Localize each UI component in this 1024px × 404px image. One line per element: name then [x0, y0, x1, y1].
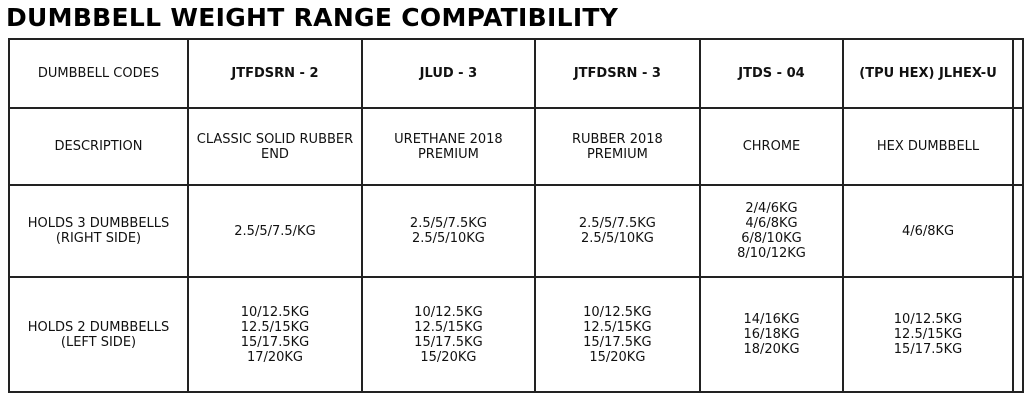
holds2-cell: 10/12.5KG 12.5/15KG 15/17.5KG 17/20KG: [186, 276, 363, 393]
table-row-holds-3: HOLDS 3 DUMBBELLS (RIGHT SIDE) 2.5/5/7.5…: [8, 184, 1024, 278]
row-label: DUMBBELL CODES: [8, 38, 189, 109]
description-cell: CHROME: [698, 107, 845, 186]
code-cell: (TPU HEX) JLHEX-U: [842, 38, 1014, 109]
holds2-cell: 14/16KG 16/18KG 18/20KG: [698, 276, 845, 393]
code-cell: JTFDSRN - 2: [186, 38, 363, 109]
empty-cell: [1011, 184, 1024, 278]
description-cell: HEX DUMBBELL: [842, 107, 1014, 186]
row-label: HOLDS 3 DUMBBELLS (RIGHT SIDE): [8, 184, 189, 278]
table-row-codes: DUMBBELL CODES JTFDSRN - 2 JLUD - 3 JTFD…: [8, 38, 1024, 109]
holds3-cell: 2.5/5/7.5KG 2.5/5/10KG: [533, 184, 701, 278]
compatibility-table: DUMBBELL CODES JTFDSRN - 2 JLUD - 3 JTFD…: [8, 38, 1024, 393]
empty-cell: [1011, 107, 1024, 186]
table-row-description: DESCRIPTION CLASSIC SOLID RUBBER END URE…: [8, 107, 1024, 186]
row-label: HOLDS 2 DUMBBELLS (LEFT SIDE): [8, 276, 189, 393]
table-row-holds-2: HOLDS 2 DUMBBELLS (LEFT SIDE) 10/12.5KG …: [8, 276, 1024, 393]
description-cell: URETHANE 2018 PREMIUM: [360, 107, 536, 186]
code-cell: JLUD - 3: [360, 38, 536, 109]
holds3-cell: 2/4/6KG 4/6/8KG 6/8/10KG 8/10/12KG: [698, 184, 845, 278]
description-cell: CLASSIC SOLID RUBBER END: [186, 107, 363, 186]
code-cell: JTFDSRN - 3: [533, 38, 701, 109]
code-cell: JTDS - 04: [698, 38, 845, 109]
holds3-cell: 4/6/8KG: [842, 184, 1014, 278]
page-title: DUMBBELL WEIGHT RANGE COMPATIBILITY: [6, 3, 619, 32]
holds2-cell: 10/12.5KG 12.5/15KG 15/17.5KG 15/20KG: [360, 276, 536, 393]
description-cell: RUBBER 2018 PREMIUM: [533, 107, 701, 186]
row-label: DESCRIPTION: [8, 107, 189, 186]
holds2-cell: 10/12.5KG 12.5/15KG 15/17.5KG 15/20KG: [533, 276, 701, 393]
holds3-cell: 2.5/5/7.5KG 2.5/5/10KG: [360, 184, 536, 278]
holds3-cell: 2.5/5/7.5/KG: [186, 184, 363, 278]
holds2-cell: 10/12.5KG 12.5/15KG 15/17.5KG: [842, 276, 1014, 393]
empty-cell: [1011, 38, 1024, 109]
empty-cell: [1011, 276, 1024, 393]
